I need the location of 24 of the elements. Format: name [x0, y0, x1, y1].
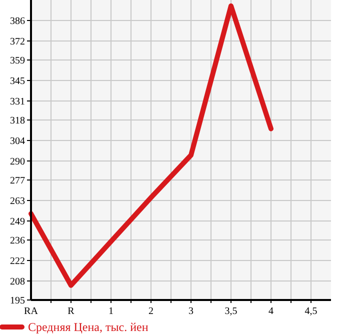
x-tick-label: 4: [268, 306, 274, 317]
y-tick-label: 345: [10, 76, 25, 87]
y-tick-label: 290: [10, 156, 25, 168]
y-tick-label: 386: [10, 16, 25, 27]
x-tick-label: RA: [24, 306, 39, 317]
y-tick-label: 304: [10, 136, 25, 147]
x-tick-label: 1: [108, 306, 114, 317]
y-tick-label: 263: [10, 196, 25, 207]
x-tick-label: 3,5: [224, 306, 238, 317]
y-tick-label: 318: [10, 116, 25, 126]
y-tick-label: 249: [10, 216, 25, 228]
y-tick-label: 208: [10, 276, 25, 288]
y-tick-label: 359: [10, 56, 25, 66]
y-tick-label: 372: [10, 36, 25, 48]
x-tick-label: 2: [148, 306, 154, 317]
y-tick-label: 277: [10, 176, 25, 186]
x-tick-label: R: [68, 306, 75, 317]
x-tick-label: 4,5: [304, 306, 318, 317]
y-tick-label: 195: [10, 296, 25, 306]
y-tick-label: 331: [10, 96, 25, 108]
legend-label: Средняя Цена, тыс. йен: [28, 320, 149, 334]
y-tick-label: 222: [10, 256, 25, 267]
x-tick-label: 3: [188, 306, 194, 317]
y-tick-label: 236: [10, 236, 25, 246]
